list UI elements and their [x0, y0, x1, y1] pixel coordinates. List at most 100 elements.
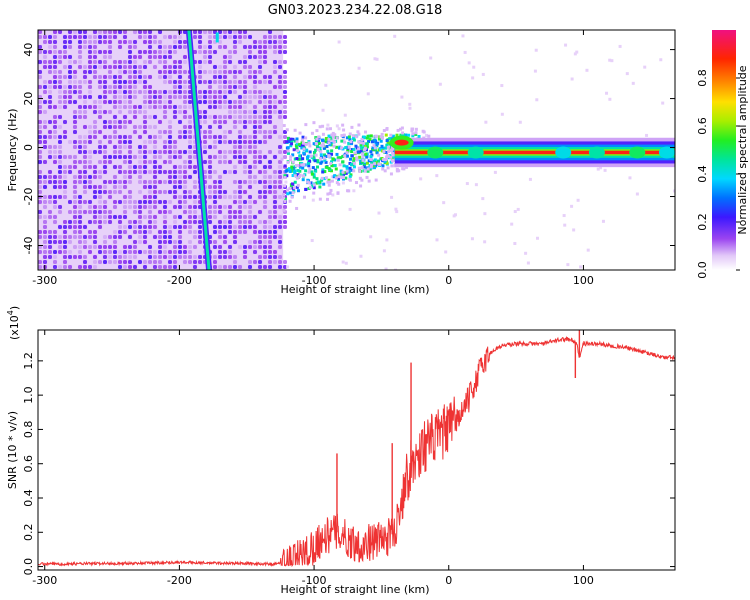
noise-cell — [163, 255, 167, 259]
noise-cell — [248, 175, 252, 179]
noise-cell — [48, 235, 52, 239]
noise-cell — [93, 105, 97, 109]
faint-cell — [341, 260, 345, 264]
noise-cell — [118, 40, 122, 44]
noise-cell — [278, 75, 282, 79]
noise-cell — [158, 135, 162, 139]
noise-cell — [148, 140, 152, 144]
noise-cell — [243, 225, 247, 229]
noise-cell — [63, 260, 67, 264]
noise-cell — [103, 205, 107, 209]
noise-cell — [233, 210, 237, 214]
noise-cell — [83, 160, 87, 164]
faint-cell — [481, 197, 485, 201]
cloud-halo — [391, 159, 395, 163]
noise-cell — [63, 225, 67, 229]
noise-cell — [198, 110, 202, 114]
noise-cell — [213, 120, 217, 124]
noise-cell — [68, 235, 72, 239]
noise-cell — [123, 140, 127, 144]
faint-cell — [528, 177, 532, 181]
noise-cell — [118, 180, 122, 184]
cloud-cell — [300, 146, 304, 150]
noise-cell — [73, 85, 77, 89]
noise-cell — [188, 240, 192, 244]
noise-cell — [223, 70, 227, 74]
noise-cell — [158, 180, 162, 184]
noise-cell — [198, 95, 202, 99]
noise-cell — [168, 80, 172, 84]
band-knot — [658, 146, 675, 159]
noise-cell — [198, 90, 202, 94]
noise-cell — [123, 70, 127, 74]
cloud-cell — [330, 149, 334, 153]
cloud-cell — [345, 154, 349, 158]
noise-cell — [58, 105, 62, 109]
noise-cell — [273, 250, 277, 254]
noise-cell — [218, 160, 222, 164]
noise-cell — [238, 95, 242, 99]
noise-cell — [263, 170, 267, 174]
noise-cell — [123, 205, 127, 209]
noise-cell — [53, 40, 57, 44]
noise-cell — [68, 95, 72, 99]
noise-cell — [173, 265, 177, 269]
noise-cell — [193, 35, 197, 39]
noise-cell — [73, 185, 77, 189]
cloud-halo — [307, 170, 311, 174]
noise-cell — [63, 255, 67, 259]
noise-cell — [143, 265, 147, 269]
noise-cell — [163, 35, 167, 39]
noise-cell — [98, 50, 102, 54]
noise-cell — [43, 135, 47, 139]
noise-cell — [133, 125, 137, 129]
noise-cell — [148, 210, 152, 214]
noise-cell — [158, 165, 162, 169]
noise-cell — [103, 210, 107, 214]
cloud-cell — [344, 146, 348, 150]
noise-cell — [138, 70, 142, 74]
noise-cell — [163, 90, 167, 94]
noise-cell — [223, 205, 227, 209]
noise-cell — [118, 265, 122, 269]
noise-cell — [113, 130, 117, 134]
noise-cell — [218, 175, 222, 179]
noise-cell — [258, 120, 262, 124]
noise-cell — [218, 190, 222, 194]
noise-cell — [173, 155, 177, 159]
noise-cell — [98, 210, 102, 214]
noise-cell — [53, 235, 57, 239]
noise-cell — [143, 40, 147, 44]
noise-cell — [93, 220, 97, 224]
snr-ylabel: SNR (10 * v/v) — [6, 411, 19, 489]
noise-cell — [103, 180, 107, 184]
noise-cell — [53, 85, 57, 89]
noise-cell — [138, 75, 142, 79]
cloud-halo — [340, 146, 344, 150]
cloud-cell — [368, 138, 372, 142]
noise-cell — [138, 145, 142, 149]
faint-cell — [563, 223, 567, 227]
noise-cell — [208, 40, 212, 44]
noise-cell — [123, 250, 127, 254]
noise-cell — [138, 90, 142, 94]
noise-cell — [153, 250, 157, 254]
noise-cell — [118, 230, 122, 234]
noise-cell — [188, 255, 192, 259]
noise-cell — [143, 120, 147, 124]
noise-cell — [243, 85, 247, 89]
noise-cell — [58, 175, 62, 179]
noise-cell — [153, 135, 157, 139]
noise-cell — [278, 50, 282, 54]
spectrogram-xlabel: Height of straight line (km) — [280, 283, 429, 296]
noise-cell — [218, 90, 222, 94]
cloud-cell — [366, 169, 370, 173]
noise-cell — [98, 80, 102, 84]
noise-cell — [78, 150, 82, 154]
noise-cell — [268, 215, 272, 219]
noise-cell — [83, 140, 87, 144]
noise-cell — [253, 145, 257, 149]
noise-cell — [273, 205, 277, 209]
noise-cell — [83, 170, 87, 174]
noise-cell — [43, 125, 47, 129]
